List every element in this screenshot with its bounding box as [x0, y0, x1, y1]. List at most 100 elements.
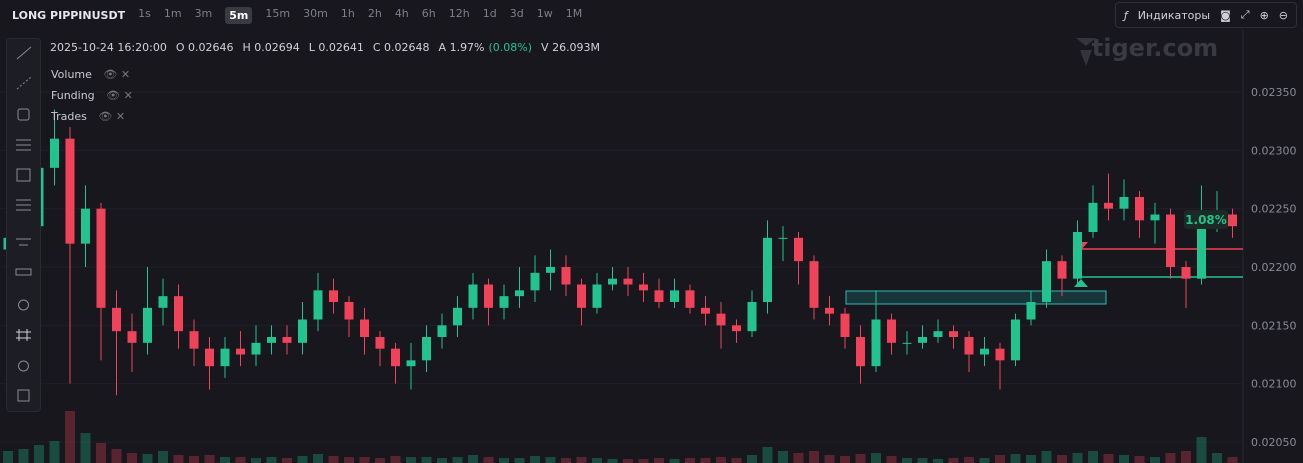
tool-trash[interactable]	[17, 389, 30, 402]
low: L 0.02641	[308, 41, 364, 54]
candle-body	[344, 302, 354, 320]
candle-body	[1088, 202, 1098, 232]
tool-position[interactable]	[16, 238, 31, 246]
volume-bar	[452, 457, 463, 463]
change: (0.08%)	[488, 41, 533, 54]
candle-body	[1197, 226, 1206, 279]
timeframe[interactable]: 30m	[303, 6, 328, 20]
timeframe[interactable]: 1h	[340, 6, 355, 20]
indicators-button[interactable]: Индикаторы	[1137, 8, 1211, 22]
volume-bar	[1041, 451, 1052, 463]
tool-eye[interactable]	[18, 299, 29, 311]
zoom-out-icon[interactable]: ⊖	[1278, 8, 1288, 22]
tool-magnet[interactable]	[18, 360, 29, 372]
ohlc-row: 2025-10-24 16:20:00 O 0.02646 H 0.02694 …	[50, 41, 600, 54]
candle-body	[778, 237, 788, 239]
candle-body	[298, 319, 307, 343]
volume-bar	[158, 451, 168, 463]
legend-item[interactable]: Volume 👁 ✕	[51, 68, 131, 81]
timeframe[interactable]: 1s	[138, 6, 151, 20]
pnl-badge: 1.08%	[1185, 213, 1227, 227]
candle-body	[809, 261, 819, 308]
volume-bar	[824, 455, 835, 463]
candle-body	[1042, 261, 1051, 302]
symbol[interactable]: LONG PIPPINUSDT	[12, 8, 126, 22]
volume-bar	[297, 456, 308, 463]
candle-body	[887, 319, 896, 343]
volume-bar	[623, 459, 633, 463]
volume-bar	[530, 456, 540, 463]
candle-body	[561, 267, 571, 285]
volume-bar	[1103, 454, 1114, 463]
volume-bar	[561, 458, 571, 463]
timeframe[interactable]: 2h	[367, 6, 382, 20]
volume-bar	[499, 458, 509, 463]
candle-body	[654, 290, 664, 302]
candle-body	[468, 284, 478, 308]
timeframe[interactable]: 5m	[225, 6, 253, 24]
timeframe[interactable]: 4h	[394, 6, 409, 20]
indicators-bar: ƒ Индикаторы ◙ ⤢ ⊕ ⊖	[1114, 2, 1297, 28]
candle-body	[980, 348, 989, 355]
screenshot-icon[interactable]: ◙	[1220, 8, 1231, 22]
timeframe[interactable]: 12h	[448, 6, 470, 20]
candle-body	[747, 302, 757, 332]
candle-body	[1228, 214, 1237, 227]
volume-bar	[716, 457, 726, 463]
legend-item[interactable]: Funding 👁 ✕	[51, 89, 133, 102]
candle-body	[422, 337, 431, 361]
volume-bar	[127, 453, 137, 463]
volume-bar	[49, 441, 60, 463]
candle-body	[639, 284, 648, 291]
volume-bar	[917, 458, 928, 463]
legend-item[interactable]: Trades 👁 ✕	[51, 110, 126, 123]
candle-body	[189, 331, 199, 349]
timeframe[interactable]: 1w	[536, 6, 553, 20]
candle-body	[546, 267, 555, 273]
tool-ruler[interactable]	[15, 268, 32, 276]
candle-body	[995, 348, 1005, 361]
volume-bar	[762, 447, 773, 463]
tool-fib[interactable]	[16, 139, 31, 151]
candle-body	[1150, 214, 1160, 221]
tool-levels[interactable]	[16, 199, 31, 211]
volume-bar	[607, 459, 618, 463]
fullscreen-icon[interactable]: ⤢	[1240, 8, 1250, 21]
volume-bar	[948, 458, 959, 463]
timeframe[interactable]: 6h	[421, 6, 436, 20]
tool-grid[interactable]	[16, 329, 31, 341]
volume-bar	[96, 443, 106, 463]
timeframe[interactable]: 3d	[509, 6, 524, 20]
candle-body	[515, 290, 524, 297]
fx-icon: ƒ	[1123, 8, 1128, 22]
candle-body	[794, 237, 803, 262]
tool-rect[interactable]	[17, 108, 30, 121]
timeframe[interactable]: 1m	[163, 6, 182, 20]
volume-bar	[80, 433, 91, 463]
timeframes: 1s 1m 3m 5m 15m 30m 1h 2h 4h 6h 12h 1d 3d 1w 1M	[125, 6, 583, 24]
candle-body	[65, 138, 75, 244]
tool-box[interactable]	[16, 168, 31, 182]
timeframe[interactable]: 1M	[565, 6, 583, 20]
candle-body	[220, 348, 230, 367]
candle-body	[1135, 197, 1144, 221]
volume-bar	[1134, 456, 1145, 463]
volume-bar	[685, 458, 695, 463]
timeframe[interactable]: 1d	[482, 6, 497, 20]
tool-ray[interactable]	[16, 76, 32, 90]
volume-bar	[266, 457, 277, 463]
candle-body	[825, 307, 834, 314]
legend-label: Funding	[51, 89, 95, 102]
volume-bar	[111, 449, 122, 463]
y-tick-label: 0.02050	[1251, 436, 1297, 449]
timeframe[interactable]: 3m	[194, 6, 213, 20]
volume-bar	[1088, 451, 1098, 463]
y-tick-label: 0.02300	[1251, 144, 1297, 157]
zoom-in-icon[interactable]: ⊕	[1259, 8, 1269, 22]
volume-bar	[700, 458, 711, 463]
tool-line[interactable]	[16, 46, 32, 60]
timeframe[interactable]: 15m	[265, 6, 291, 20]
volume-bar	[592, 458, 602, 463]
